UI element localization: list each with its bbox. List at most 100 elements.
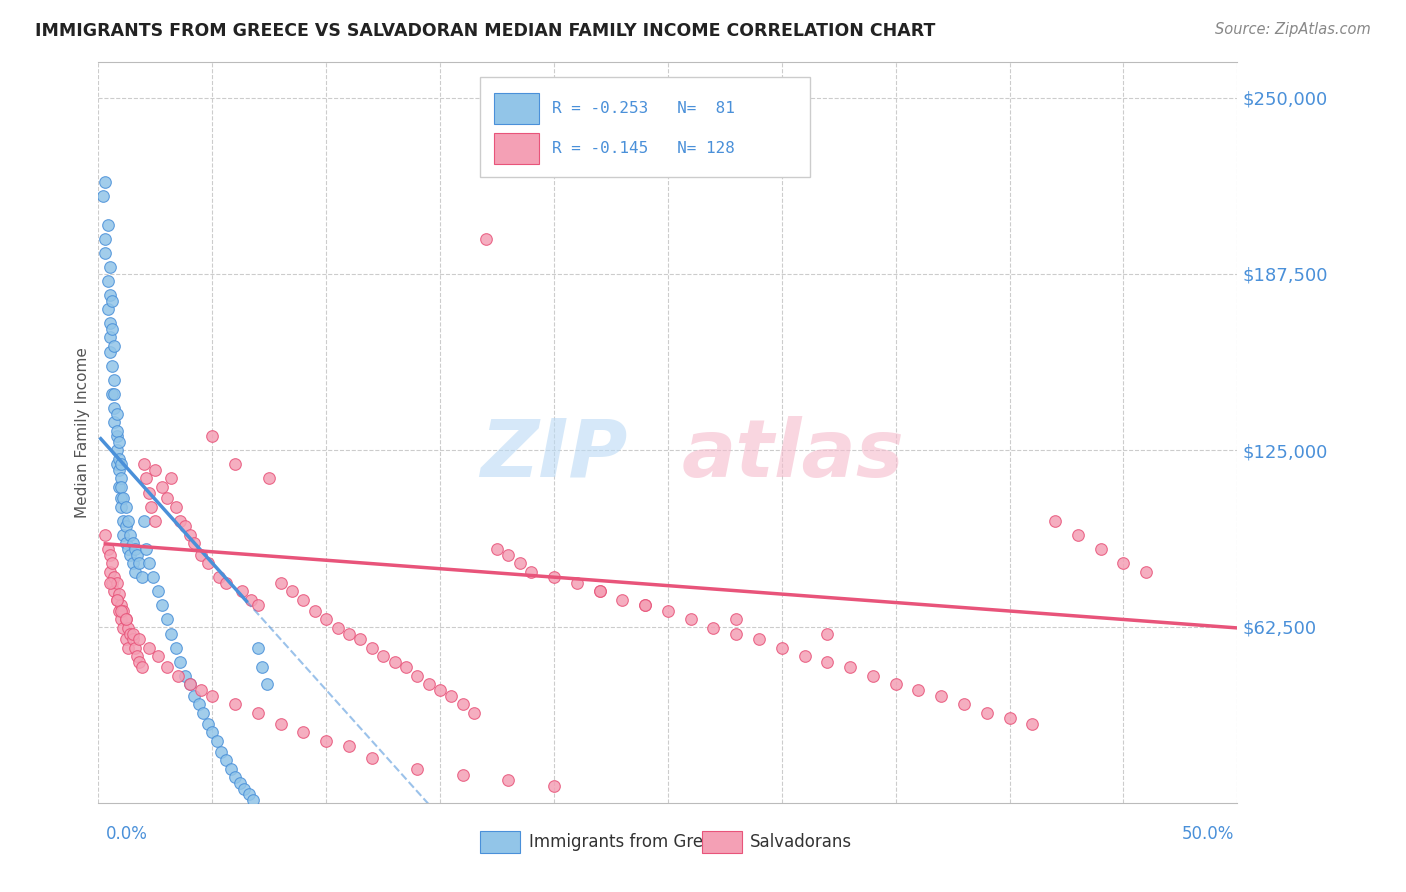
- Point: [429, 683, 451, 698]
- Point: [156, 491, 179, 506]
- Point: [770, 640, 793, 655]
- Point: [146, 649, 169, 664]
- Point: [224, 771, 246, 785]
- Point: [110, 612, 132, 626]
- Point: [360, 640, 382, 655]
- Point: [179, 677, 201, 691]
- Point: [588, 584, 610, 599]
- Point: [124, 565, 146, 579]
- Point: [270, 575, 292, 590]
- Point: [110, 500, 132, 514]
- Point: [520, 565, 543, 579]
- Point: [259, 471, 281, 485]
- Text: IMMIGRANTS FROM GREECE VS SALVADORAN MEDIAN FAMILY INCOME CORRELATION CHART: IMMIGRANTS FROM GREECE VS SALVADORAN MED…: [35, 22, 935, 40]
- Point: [406, 669, 429, 683]
- Point: [1090, 541, 1112, 556]
- Point: [252, 660, 274, 674]
- Point: [98, 575, 121, 590]
- Point: [725, 626, 748, 640]
- Point: [135, 471, 157, 485]
- Point: [112, 604, 135, 618]
- Text: R = -0.145   N= 128: R = -0.145 N= 128: [551, 141, 734, 156]
- Point: [156, 612, 179, 626]
- Point: [1112, 556, 1135, 570]
- Point: [142, 570, 165, 584]
- Point: [634, 599, 657, 613]
- Point: [440, 689, 463, 703]
- Point: [486, 541, 509, 556]
- Point: [565, 575, 588, 590]
- Point: [315, 612, 337, 626]
- Point: [281, 584, 304, 599]
- Point: [98, 288, 121, 302]
- Point: [135, 541, 157, 556]
- Point: [98, 565, 121, 579]
- Point: [114, 519, 136, 533]
- Point: [108, 587, 131, 601]
- Point: [101, 556, 124, 570]
- Point: [98, 344, 121, 359]
- Point: [103, 415, 125, 429]
- Point: [233, 781, 256, 796]
- Point: [139, 500, 162, 514]
- Point: [190, 683, 212, 698]
- Point: [98, 260, 121, 274]
- Point: [543, 779, 565, 793]
- Point: [120, 528, 142, 542]
- Point: [131, 570, 153, 584]
- Point: [110, 491, 132, 506]
- Point: [114, 612, 136, 626]
- Point: [94, 232, 117, 246]
- Point: [463, 706, 485, 720]
- Point: [588, 584, 610, 599]
- Point: [360, 750, 382, 764]
- Point: [179, 677, 201, 691]
- Text: R = -0.253   N=  81: R = -0.253 N= 81: [551, 101, 734, 116]
- Point: [128, 556, 150, 570]
- Point: [165, 640, 187, 655]
- Point: [862, 669, 884, 683]
- Point: [657, 604, 679, 618]
- Point: [103, 339, 125, 353]
- Point: [138, 485, 160, 500]
- Point: [121, 632, 143, 647]
- Point: [110, 458, 132, 472]
- Point: [101, 387, 124, 401]
- Point: [105, 592, 128, 607]
- Point: [815, 655, 838, 669]
- Point: [1067, 528, 1090, 542]
- Text: Immigrants from Greece: Immigrants from Greece: [529, 833, 733, 851]
- Point: [612, 592, 634, 607]
- Point: [105, 407, 128, 421]
- Point: [145, 514, 167, 528]
- Point: [112, 514, 135, 528]
- Point: [110, 471, 132, 485]
- Point: [634, 599, 657, 613]
- Point: [337, 626, 360, 640]
- Point: [929, 689, 952, 703]
- Point: [418, 677, 440, 691]
- Point: [94, 175, 117, 189]
- Point: [679, 612, 702, 626]
- Text: 0.0%: 0.0%: [105, 825, 148, 843]
- Point: [224, 697, 246, 711]
- Point: [114, 500, 136, 514]
- Point: [108, 451, 131, 466]
- Bar: [479, 831, 520, 853]
- Point: [509, 556, 531, 570]
- Point: [179, 528, 201, 542]
- Point: [156, 660, 179, 674]
- Point: [145, 463, 167, 477]
- Point: [117, 514, 139, 528]
- Point: [953, 697, 976, 711]
- Point: [98, 330, 121, 344]
- Point: [110, 604, 132, 618]
- Point: [205, 733, 228, 747]
- Point: [96, 302, 118, 317]
- Point: [215, 575, 238, 590]
- Point: [215, 754, 238, 768]
- Point: [326, 621, 349, 635]
- Point: [337, 739, 360, 754]
- Point: [127, 649, 149, 664]
- Point: [94, 245, 117, 260]
